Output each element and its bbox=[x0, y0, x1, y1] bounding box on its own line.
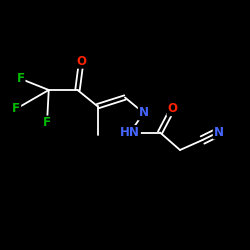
Text: F: F bbox=[12, 102, 20, 115]
Text: F: F bbox=[43, 116, 51, 130]
Text: N: N bbox=[214, 126, 224, 138]
Text: F: F bbox=[16, 72, 24, 85]
Text: N: N bbox=[139, 106, 149, 120]
Text: O: O bbox=[76, 55, 86, 68]
Text: HN: HN bbox=[120, 126, 140, 139]
Text: O: O bbox=[168, 102, 177, 115]
